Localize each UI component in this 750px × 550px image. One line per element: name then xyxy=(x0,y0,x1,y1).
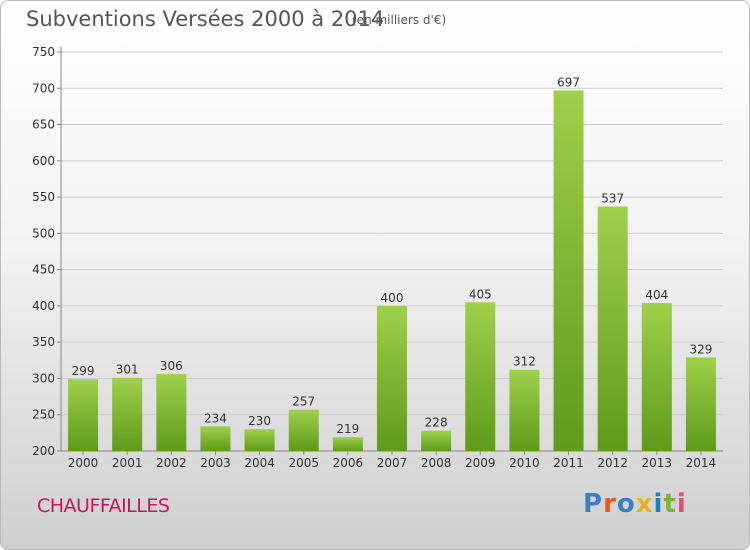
bar xyxy=(553,90,584,451)
x-tick-label: 2002 xyxy=(156,456,187,470)
x-tick-label: 2014 xyxy=(686,456,717,470)
x-tick-label: 2004 xyxy=(244,456,275,470)
y-tick-label: 300 xyxy=(32,371,55,385)
data-label: 537 xyxy=(601,192,624,206)
y-tick-label: 500 xyxy=(32,226,55,240)
logo-letter: r xyxy=(603,489,617,519)
chart-subtitle: (en milliers d'€) xyxy=(352,13,447,27)
data-label: 697 xyxy=(557,75,580,89)
data-label: 329 xyxy=(689,342,712,356)
data-label: 404 xyxy=(645,288,668,302)
x-tick-label: 2011 xyxy=(553,456,584,470)
chart-title: Subventions Versées 2000 à 2014 xyxy=(26,7,385,31)
logo-letter: x xyxy=(635,489,654,519)
x-tick-label: 2001 xyxy=(112,456,143,470)
logo-letter: t xyxy=(663,489,677,519)
bar xyxy=(421,430,452,451)
x-tick-label: 2003 xyxy=(200,456,231,470)
x-tick-label: 2012 xyxy=(597,456,628,470)
bar xyxy=(465,302,496,451)
y-tick-label: 650 xyxy=(32,118,55,132)
bar xyxy=(156,374,187,451)
x-tick-label: 2008 xyxy=(421,456,452,470)
data-label: 230 xyxy=(248,414,271,428)
y-tick-label: 600 xyxy=(32,154,55,168)
data-label: 405 xyxy=(469,287,492,301)
y-tick-label: 400 xyxy=(32,299,55,313)
bar xyxy=(244,429,275,451)
bar xyxy=(288,409,319,451)
bar xyxy=(685,357,716,451)
bar xyxy=(332,437,363,451)
y-tick-label: 750 xyxy=(32,45,55,59)
proxiti-logo: Proxiti xyxy=(583,489,687,519)
bar xyxy=(376,305,408,451)
logo-letter: P xyxy=(583,489,604,519)
bar xyxy=(641,303,672,451)
logo-letter: i xyxy=(653,489,664,519)
bar xyxy=(200,426,231,451)
y-tick-label: 350 xyxy=(32,335,55,349)
data-label: 234 xyxy=(204,411,227,425)
y-tick-label: 700 xyxy=(32,81,55,95)
bar xyxy=(112,377,143,451)
y-tick-label: 450 xyxy=(32,263,55,277)
x-tick-label: 2006 xyxy=(333,456,364,470)
data-label: 219 xyxy=(336,422,359,436)
x-tick-label: 2009 xyxy=(465,456,496,470)
data-label: 228 xyxy=(425,416,448,430)
x-tick-label: 2005 xyxy=(288,456,319,470)
x-tick-label: 2007 xyxy=(377,456,408,470)
y-tick-label: 550 xyxy=(32,190,55,204)
bar xyxy=(597,206,628,451)
y-tick-label: 200 xyxy=(32,444,55,458)
y-tick-label: 250 xyxy=(32,408,55,422)
data-label: 312 xyxy=(513,355,536,369)
city-name: CHAUFFAILLES xyxy=(37,495,170,517)
x-tick-label: 2013 xyxy=(642,456,673,470)
data-label: 306 xyxy=(160,359,183,373)
data-label: 299 xyxy=(72,364,95,378)
bar xyxy=(509,369,540,451)
logo-letter: o xyxy=(616,489,636,519)
data-label: 257 xyxy=(292,395,315,409)
x-tick-label: 2000 xyxy=(68,456,99,470)
data-label: 301 xyxy=(116,363,139,377)
bar xyxy=(68,379,99,451)
logo-letter: i xyxy=(676,489,687,519)
x-tick-label: 2010 xyxy=(509,456,540,470)
data-label: 400 xyxy=(381,291,404,305)
